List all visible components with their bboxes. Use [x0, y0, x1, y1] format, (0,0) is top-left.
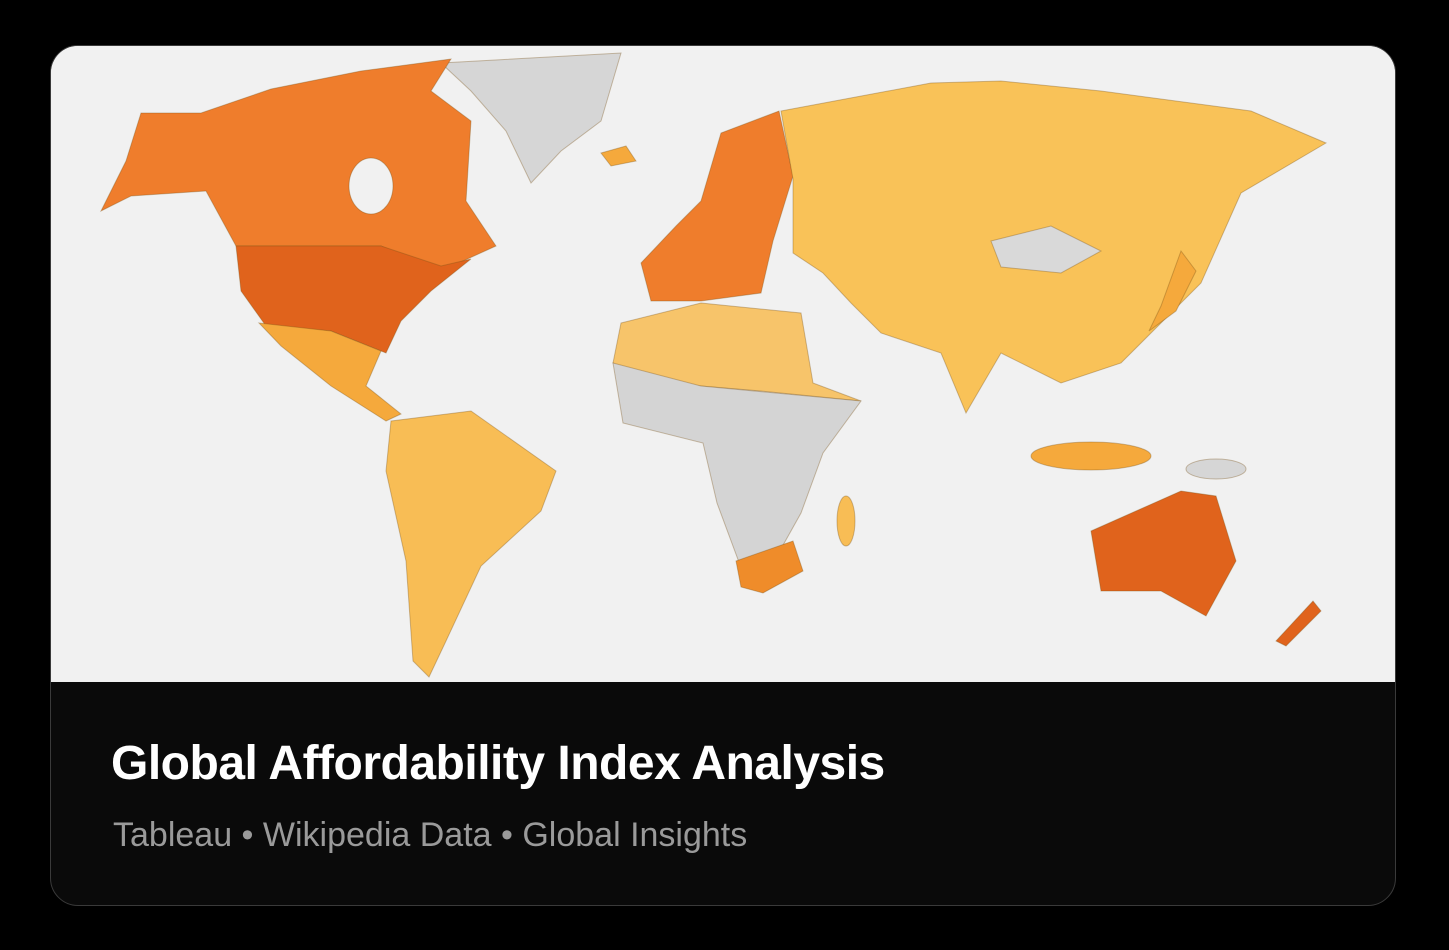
- south-america: [385, 410, 557, 678]
- mongolia: [990, 225, 1103, 274]
- iceland: [600, 145, 637, 167]
- card-title: Global Affordability Index Analysis: [111, 737, 885, 790]
- world-map: [51, 46, 1395, 682]
- mexico: [257, 322, 402, 422]
- new-zealand: [1275, 600, 1322, 647]
- hudson-bay: [348, 157, 394, 215]
- japan: [1148, 249, 1197, 332]
- greenland: [439, 52, 622, 184]
- canada: [99, 58, 497, 272]
- card[interactable]: Global Affordability Index Analysis Tabl…: [50, 45, 1396, 906]
- usa: [235, 245, 472, 354]
- new-guinea: [1185, 458, 1247, 480]
- australia: [1090, 490, 1237, 617]
- card-subtitle: Tableau • Wikipedia Data • Global Insigh…: [113, 816, 748, 854]
- south-africa: [735, 540, 804, 594]
- madagascar: [836, 495, 856, 547]
- indonesia: [1030, 441, 1152, 471]
